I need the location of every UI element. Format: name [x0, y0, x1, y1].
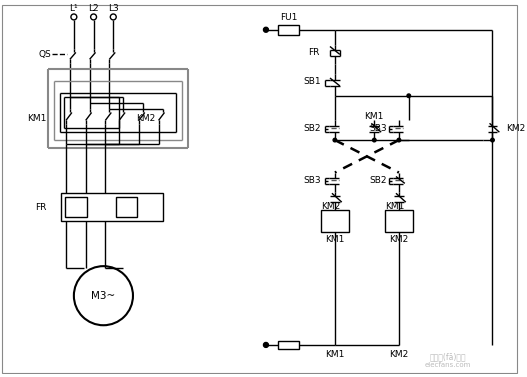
Bar: [61, 193, 162, 221]
Text: KM1: KM1: [27, 114, 46, 123]
Text: QS: QS: [38, 50, 51, 59]
Text: 電子發(fā)燒友: 電子發(fā)燒友: [430, 352, 466, 361]
Bar: [321, 210, 349, 232]
Text: KM1: KM1: [325, 235, 345, 244]
Text: KM2: KM2: [506, 124, 525, 133]
Text: KM1: KM1: [365, 112, 384, 121]
Text: SB2: SB2: [304, 124, 321, 133]
Text: KM2: KM2: [389, 350, 408, 359]
Bar: [278, 341, 299, 349]
Text: FR: FR: [35, 202, 46, 211]
Bar: [65, 197, 86, 217]
Text: KM1: KM1: [385, 202, 405, 211]
Circle shape: [333, 138, 337, 142]
Circle shape: [397, 138, 401, 142]
Bar: [278, 25, 299, 35]
Text: L2: L2: [88, 4, 99, 12]
Text: KM2: KM2: [321, 202, 340, 211]
Bar: [116, 197, 138, 217]
Text: SB3: SB3: [304, 176, 321, 185]
Text: SB3: SB3: [369, 124, 387, 133]
Text: M3~: M3~: [91, 291, 115, 301]
Text: SB1: SB1: [304, 77, 321, 86]
Text: elecfans.com: elecfans.com: [425, 362, 471, 368]
Circle shape: [373, 138, 376, 142]
Text: FR: FR: [308, 48, 319, 57]
Text: KM1: KM1: [325, 350, 345, 359]
Text: SB2: SB2: [369, 176, 387, 185]
Circle shape: [264, 27, 268, 32]
Circle shape: [407, 94, 411, 98]
Text: KM2: KM2: [136, 114, 155, 123]
Bar: [385, 210, 413, 232]
Text: KM2: KM2: [389, 235, 408, 244]
Text: L3: L3: [108, 4, 119, 12]
Circle shape: [491, 138, 494, 142]
Text: FU1: FU1: [280, 14, 297, 23]
Circle shape: [264, 342, 268, 347]
Text: L¹: L¹: [70, 4, 78, 12]
